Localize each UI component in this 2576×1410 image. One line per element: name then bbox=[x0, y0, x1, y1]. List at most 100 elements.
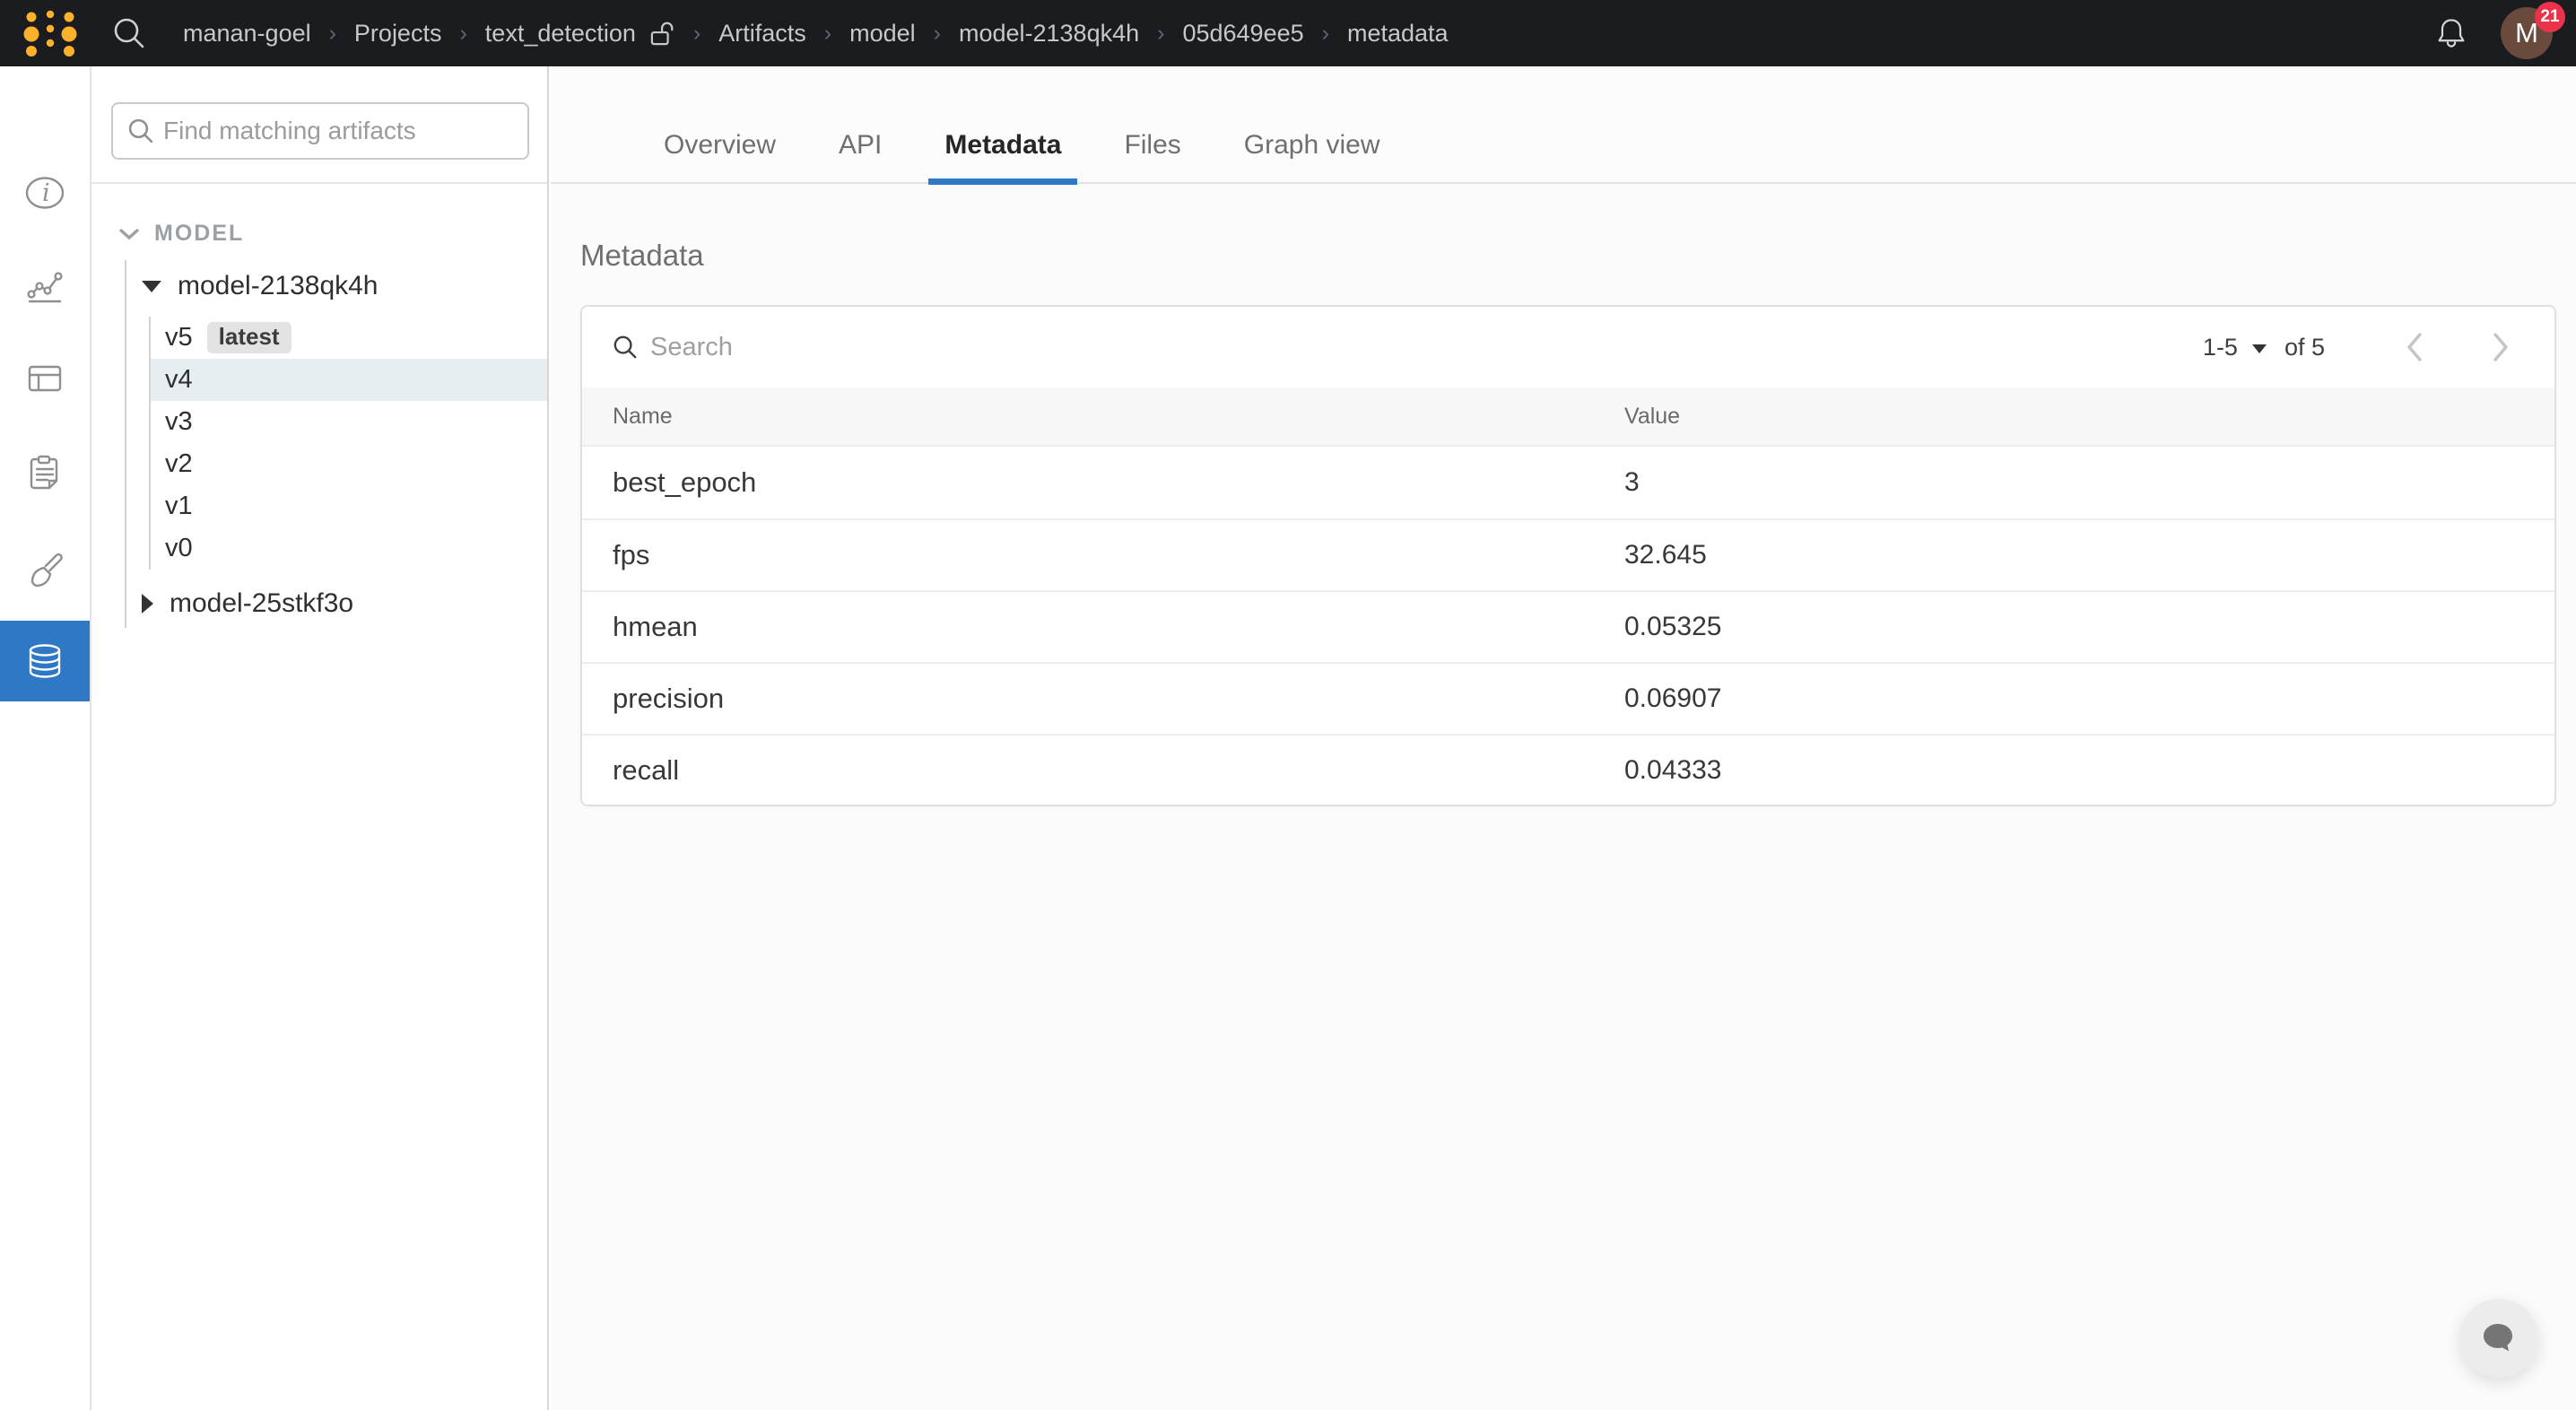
tab-bar: Overview API Metadata Files Graph view bbox=[551, 66, 2576, 185]
cell-name: precision bbox=[613, 683, 725, 714]
chevron-separator-icon: › bbox=[823, 20, 832, 46]
search-icon bbox=[614, 335, 637, 359]
rail-item-tables[interactable] bbox=[0, 338, 90, 419]
table-row[interactable]: fps 32.645 bbox=[582, 518, 2554, 590]
breadcrumb: manan-goel › Projects › text_detection › Artif… bbox=[183, 19, 1449, 48]
tab-graph-view[interactable]: Graph view bbox=[1243, 129, 1380, 160]
prev-page-button[interactable] bbox=[2397, 329, 2432, 365]
version-item-v2[interactable]: v2 bbox=[151, 443, 547, 485]
chevron-separator-icon: › bbox=[1157, 20, 1165, 46]
info-icon: i bbox=[25, 177, 65, 209]
brush-icon bbox=[30, 553, 63, 588]
version-item-v0[interactable]: v0 bbox=[151, 527, 547, 570]
svg-text:i: i bbox=[42, 179, 50, 207]
cell-value: 32.645 bbox=[1624, 540, 1707, 570]
tab-api[interactable]: API bbox=[839, 129, 883, 160]
breadcrumb-item[interactable]: Artifacts bbox=[718, 19, 806, 47]
triangle-down-icon bbox=[142, 280, 161, 292]
table-body: best_epoch 3 fps 32.645 hmean 0.05325 precisio… bbox=[582, 447, 2554, 805]
version-label: v2 bbox=[165, 449, 193, 478]
version-item-v3[interactable]: v3 bbox=[151, 401, 547, 443]
breadcrumb-item[interactable]: Projects bbox=[353, 19, 442, 47]
breadcrumb-item[interactable]: text_detection bbox=[484, 19, 636, 47]
tab-overview[interactable]: Overview bbox=[664, 129, 777, 160]
tab-files[interactable]: Files bbox=[1124, 129, 1181, 160]
breadcrumb-item[interactable]: manan-goel bbox=[183, 19, 311, 47]
search-icon[interactable] bbox=[111, 15, 147, 51]
find-artifacts-placeholder: Find matching artifacts bbox=[163, 117, 416, 144]
notifications-bell-icon[interactable] bbox=[2432, 13, 2470, 53]
chevron-separator-icon: › bbox=[328, 20, 336, 46]
column-header-name[interactable]: Name bbox=[613, 403, 673, 429]
version-label: v1 bbox=[165, 492, 193, 520]
chevron-separator-icon: › bbox=[692, 20, 701, 46]
table-row[interactable]: hmean 0.05325 bbox=[582, 590, 2554, 662]
topbar-right: M 21 bbox=[2432, 2, 2565, 59]
breadcrumb-item[interactable]: model-2138qk4h bbox=[958, 19, 1140, 47]
chevron-separator-icon: › bbox=[1321, 20, 1329, 46]
rail-item-info[interactable]: i bbox=[0, 152, 90, 233]
version-item-v5[interactable]: v5 latest bbox=[151, 317, 547, 359]
icon-rail: i bbox=[0, 66, 91, 1410]
breadcrumb-item[interactable]: metadata bbox=[1346, 19, 1449, 47]
chevron-left-icon bbox=[2407, 333, 2422, 361]
avatar[interactable]: M 21 bbox=[2501, 2, 2565, 59]
artifact-sidebar: Find matching artifacts MODEL model-2138… bbox=[91, 66, 549, 1410]
tab-metadata[interactable]: Metadata bbox=[928, 107, 1078, 185]
table-search-input[interactable]: Search bbox=[611, 333, 2203, 362]
cell-name: fps bbox=[613, 539, 650, 570]
version-label: v0 bbox=[165, 534, 193, 562]
wandb-logo-icon[interactable] bbox=[22, 7, 79, 59]
avatar-initial: M bbox=[2501, 7, 2553, 59]
latest-tag-badge: latest bbox=[206, 322, 292, 353]
table-row[interactable]: best_epoch 3 bbox=[582, 447, 2554, 518]
divider bbox=[91, 182, 547, 184]
cell-value: 0.05325 bbox=[1624, 612, 1722, 641]
version-label: v4 bbox=[165, 365, 193, 394]
chevron-down-icon bbox=[119, 228, 139, 239]
caret-down-icon[interactable] bbox=[2251, 344, 2267, 353]
sidebar-section-model[interactable]: MODEL bbox=[118, 221, 244, 247]
database-icon bbox=[29, 644, 61, 678]
rail-item-sweeps[interactable] bbox=[0, 527, 90, 608]
next-page-button[interactable] bbox=[2483, 329, 2519, 365]
search-icon bbox=[128, 118, 153, 144]
artifact-item-model-2138qk4h[interactable]: model-2138qk4h bbox=[142, 271, 379, 301]
column-header-value[interactable]: Value bbox=[1624, 403, 1681, 429]
breadcrumb-item[interactable]: model bbox=[849, 19, 916, 47]
breadcrumb-item[interactable]: 05d649ee5 bbox=[1182, 19, 1304, 47]
clipboard-icon bbox=[30, 455, 58, 490]
tree-guide-line bbox=[125, 260, 126, 628]
top-navbar: manan-goel › Projects › text_detection › Artif… bbox=[0, 0, 2576, 66]
table-header-row: Name Value bbox=[582, 387, 2554, 447]
version-item-v4[interactable]: v4 bbox=[151, 359, 547, 401]
cell-value: 0.04333 bbox=[1624, 755, 1722, 785]
artifact-item-model-25stkf3o[interactable]: model-25stkf3o bbox=[142, 588, 353, 619]
pagination: 1-5 of 5 bbox=[2203, 329, 2519, 365]
table-row[interactable]: precision 0.06907 bbox=[582, 662, 2554, 734]
rail-item-artifacts[interactable] bbox=[0, 621, 90, 701]
chevron-separator-icon: › bbox=[933, 20, 941, 46]
table-search-placeholder: Search bbox=[650, 332, 733, 361]
cell-name: best_epoch bbox=[613, 466, 757, 498]
tree-guide-line bbox=[149, 317, 151, 570]
pagination-total: of 5 bbox=[2284, 333, 2325, 361]
find-artifacts-input[interactable]: Find matching artifacts bbox=[111, 102, 529, 160]
section-label: MODEL bbox=[154, 221, 245, 246]
pagination-range[interactable]: 1-5 bbox=[2202, 333, 2238, 361]
table-row[interactable]: recall 0.04333 bbox=[582, 734, 2554, 805]
version-label: v5 bbox=[165, 323, 193, 352]
version-item-v1[interactable]: v1 bbox=[151, 485, 547, 527]
version-list: v5 latest v4 v3 v2 v1 v0 bbox=[151, 317, 547, 570]
notification-count-badge: 21 bbox=[2535, 2, 2565, 32]
main-content: Overview API Metadata Files Graph view Metad… bbox=[551, 66, 2576, 1410]
version-label: v3 bbox=[165, 407, 193, 436]
rail-item-charts[interactable] bbox=[0, 245, 90, 326]
rail-item-reports[interactable] bbox=[0, 431, 90, 512]
metadata-card: Search 1-5 of 5 Name Value bbox=[580, 305, 2556, 806]
line-chart-icon bbox=[27, 272, 63, 303]
cell-value: 0.06907 bbox=[1624, 683, 1722, 713]
lock-open-icon bbox=[650, 19, 675, 48]
cell-name: recall bbox=[613, 754, 680, 786]
chat-fab-button[interactable] bbox=[2459, 1299, 2538, 1378]
